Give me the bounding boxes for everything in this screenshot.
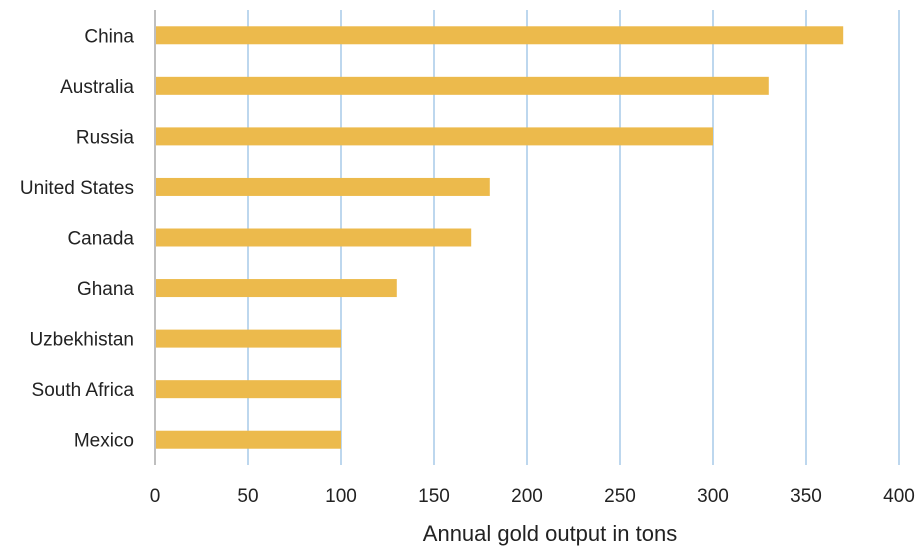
bar-mexico	[155, 430, 341, 449]
category-label: Australia	[60, 77, 134, 98]
x-tick-label: 250	[604, 486, 636, 507]
bar-uzbekhistan	[155, 329, 341, 348]
category-label: Uzbekhistan	[29, 330, 134, 351]
bar-united-states	[155, 177, 490, 196]
bar-ghana	[155, 279, 397, 298]
x-tick-label: 200	[511, 486, 543, 507]
x-tick-label: 150	[418, 486, 450, 507]
x-tick-label: 300	[697, 486, 729, 507]
x-axis-title: Annual gold output in tons	[423, 521, 677, 546]
category-label: Mexico	[74, 431, 134, 452]
category-label: Russia	[76, 127, 135, 148]
category-label: South Africa	[32, 380, 135, 401]
category-label: China	[84, 26, 134, 47]
x-tick-label: 50	[237, 486, 258, 507]
category-label: Ghana	[77, 279, 134, 300]
category-label: Canada	[67, 229, 134, 250]
x-tick-labels: 0 50 100 150 200 250 300 350 400	[150, 486, 915, 507]
x-tick-label: 350	[790, 486, 822, 507]
category-labels: China Australia Russia United States Canada G…	[20, 26, 135, 451]
bar-canada	[155, 228, 472, 247]
x-tick-label: 400	[883, 486, 915, 507]
bar-russia	[155, 127, 713, 146]
x-tick-label: 100	[325, 486, 357, 507]
bar-china	[155, 26, 844, 45]
bars	[155, 26, 844, 449]
bar-south-africa	[155, 380, 341, 399]
bar-australia	[155, 76, 769, 95]
category-label: United States	[20, 178, 134, 199]
x-tick-label: 0	[150, 486, 161, 507]
